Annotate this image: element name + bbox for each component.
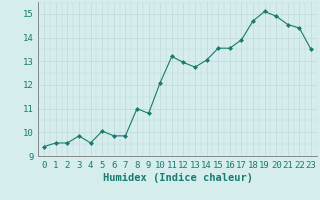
X-axis label: Humidex (Indice chaleur): Humidex (Indice chaleur) [103, 173, 252, 183]
